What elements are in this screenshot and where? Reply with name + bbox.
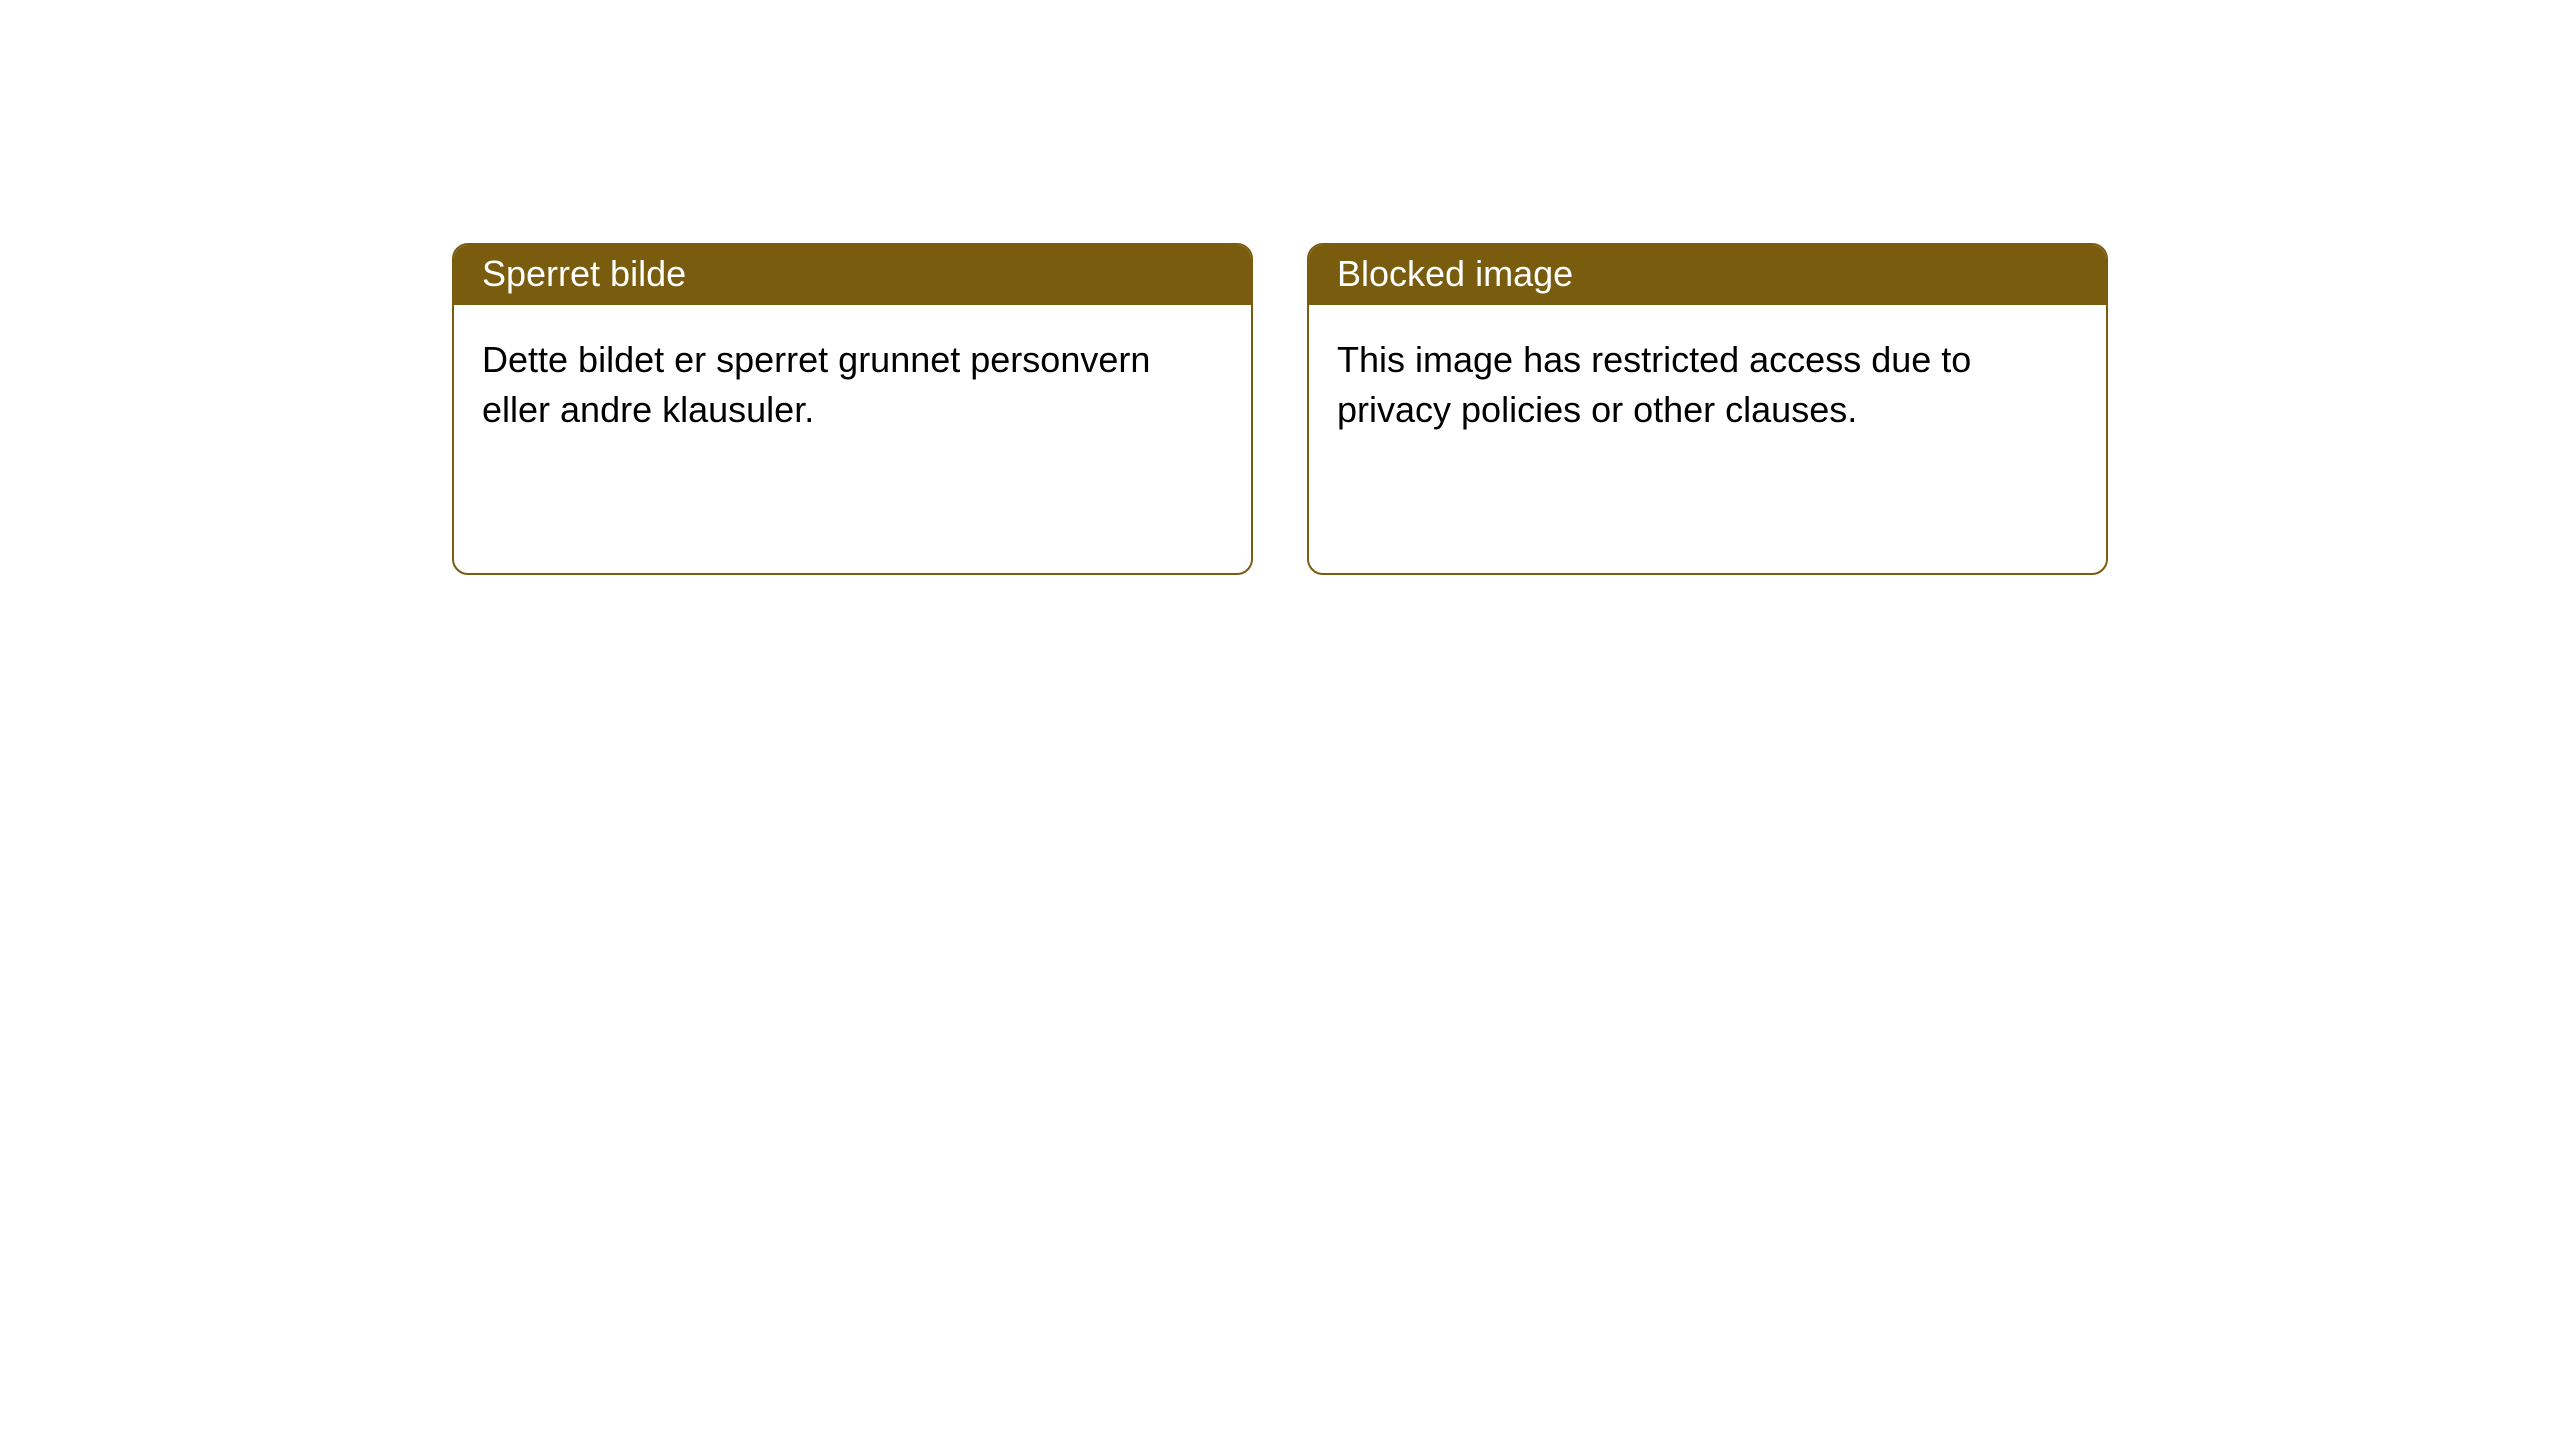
notice-body: Dette bildet er sperret grunnet personve…	[454, 305, 1251, 466]
notice-cards-container: Sperret bilde Dette bildet er sperret gr…	[452, 243, 2560, 575]
notice-header: Blocked image	[1309, 245, 2106, 305]
notice-header: Sperret bilde	[454, 245, 1251, 305]
notice-card-norwegian: Sperret bilde Dette bildet er sperret gr…	[452, 243, 1253, 575]
notice-card-english: Blocked image This image has restricted …	[1307, 243, 2108, 575]
notice-body: This image has restricted access due to …	[1309, 305, 2106, 466]
